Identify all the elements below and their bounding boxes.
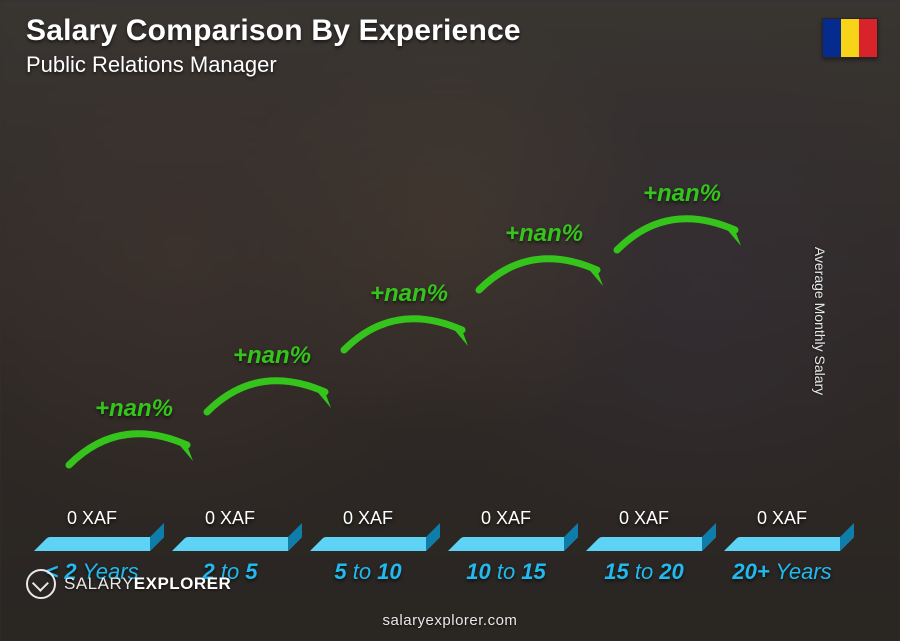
bar-top: [310, 537, 440, 551]
bar-top: [34, 537, 164, 551]
bar-series: 0 XAF< 2 Years0 XAF2 to 50 XAF5 to 100 X…: [34, 100, 840, 551]
bar-chart: 0 XAF< 2 Years0 XAF2 to 50 XAF5 to 100 X…: [34, 100, 840, 591]
flag-stripe-blue: [823, 19, 841, 57]
brand-logo: SALARYEXPLORER: [26, 569, 231, 599]
bar-value-label: 0 XAF: [701, 508, 863, 529]
compass-icon: [26, 569, 56, 599]
bar-top: [448, 537, 578, 551]
page-title: Salary Comparison By Experience: [26, 14, 521, 48]
footer-url: salaryexplorer.com: [0, 612, 900, 629]
country-flag-icon: [822, 18, 878, 58]
flag-stripe-red: [859, 19, 877, 57]
flag-stripe-yellow: [841, 19, 859, 57]
brand-wordmark: SALARYEXPLORER: [64, 574, 231, 594]
page-subtitle: Public Relations Manager: [26, 52, 521, 78]
bar-category-label: 20+ Years: [701, 559, 863, 585]
brand-word-bold: EXPLORER: [134, 574, 232, 593]
y-axis-label: Average Monthly Salary: [812, 246, 828, 394]
bar-top: [724, 537, 854, 551]
bar-top: [172, 537, 302, 551]
brand-word-light: SALARY: [64, 574, 134, 593]
header: Salary Comparison By Experience Public R…: [26, 14, 521, 78]
bar-top: [586, 537, 716, 551]
